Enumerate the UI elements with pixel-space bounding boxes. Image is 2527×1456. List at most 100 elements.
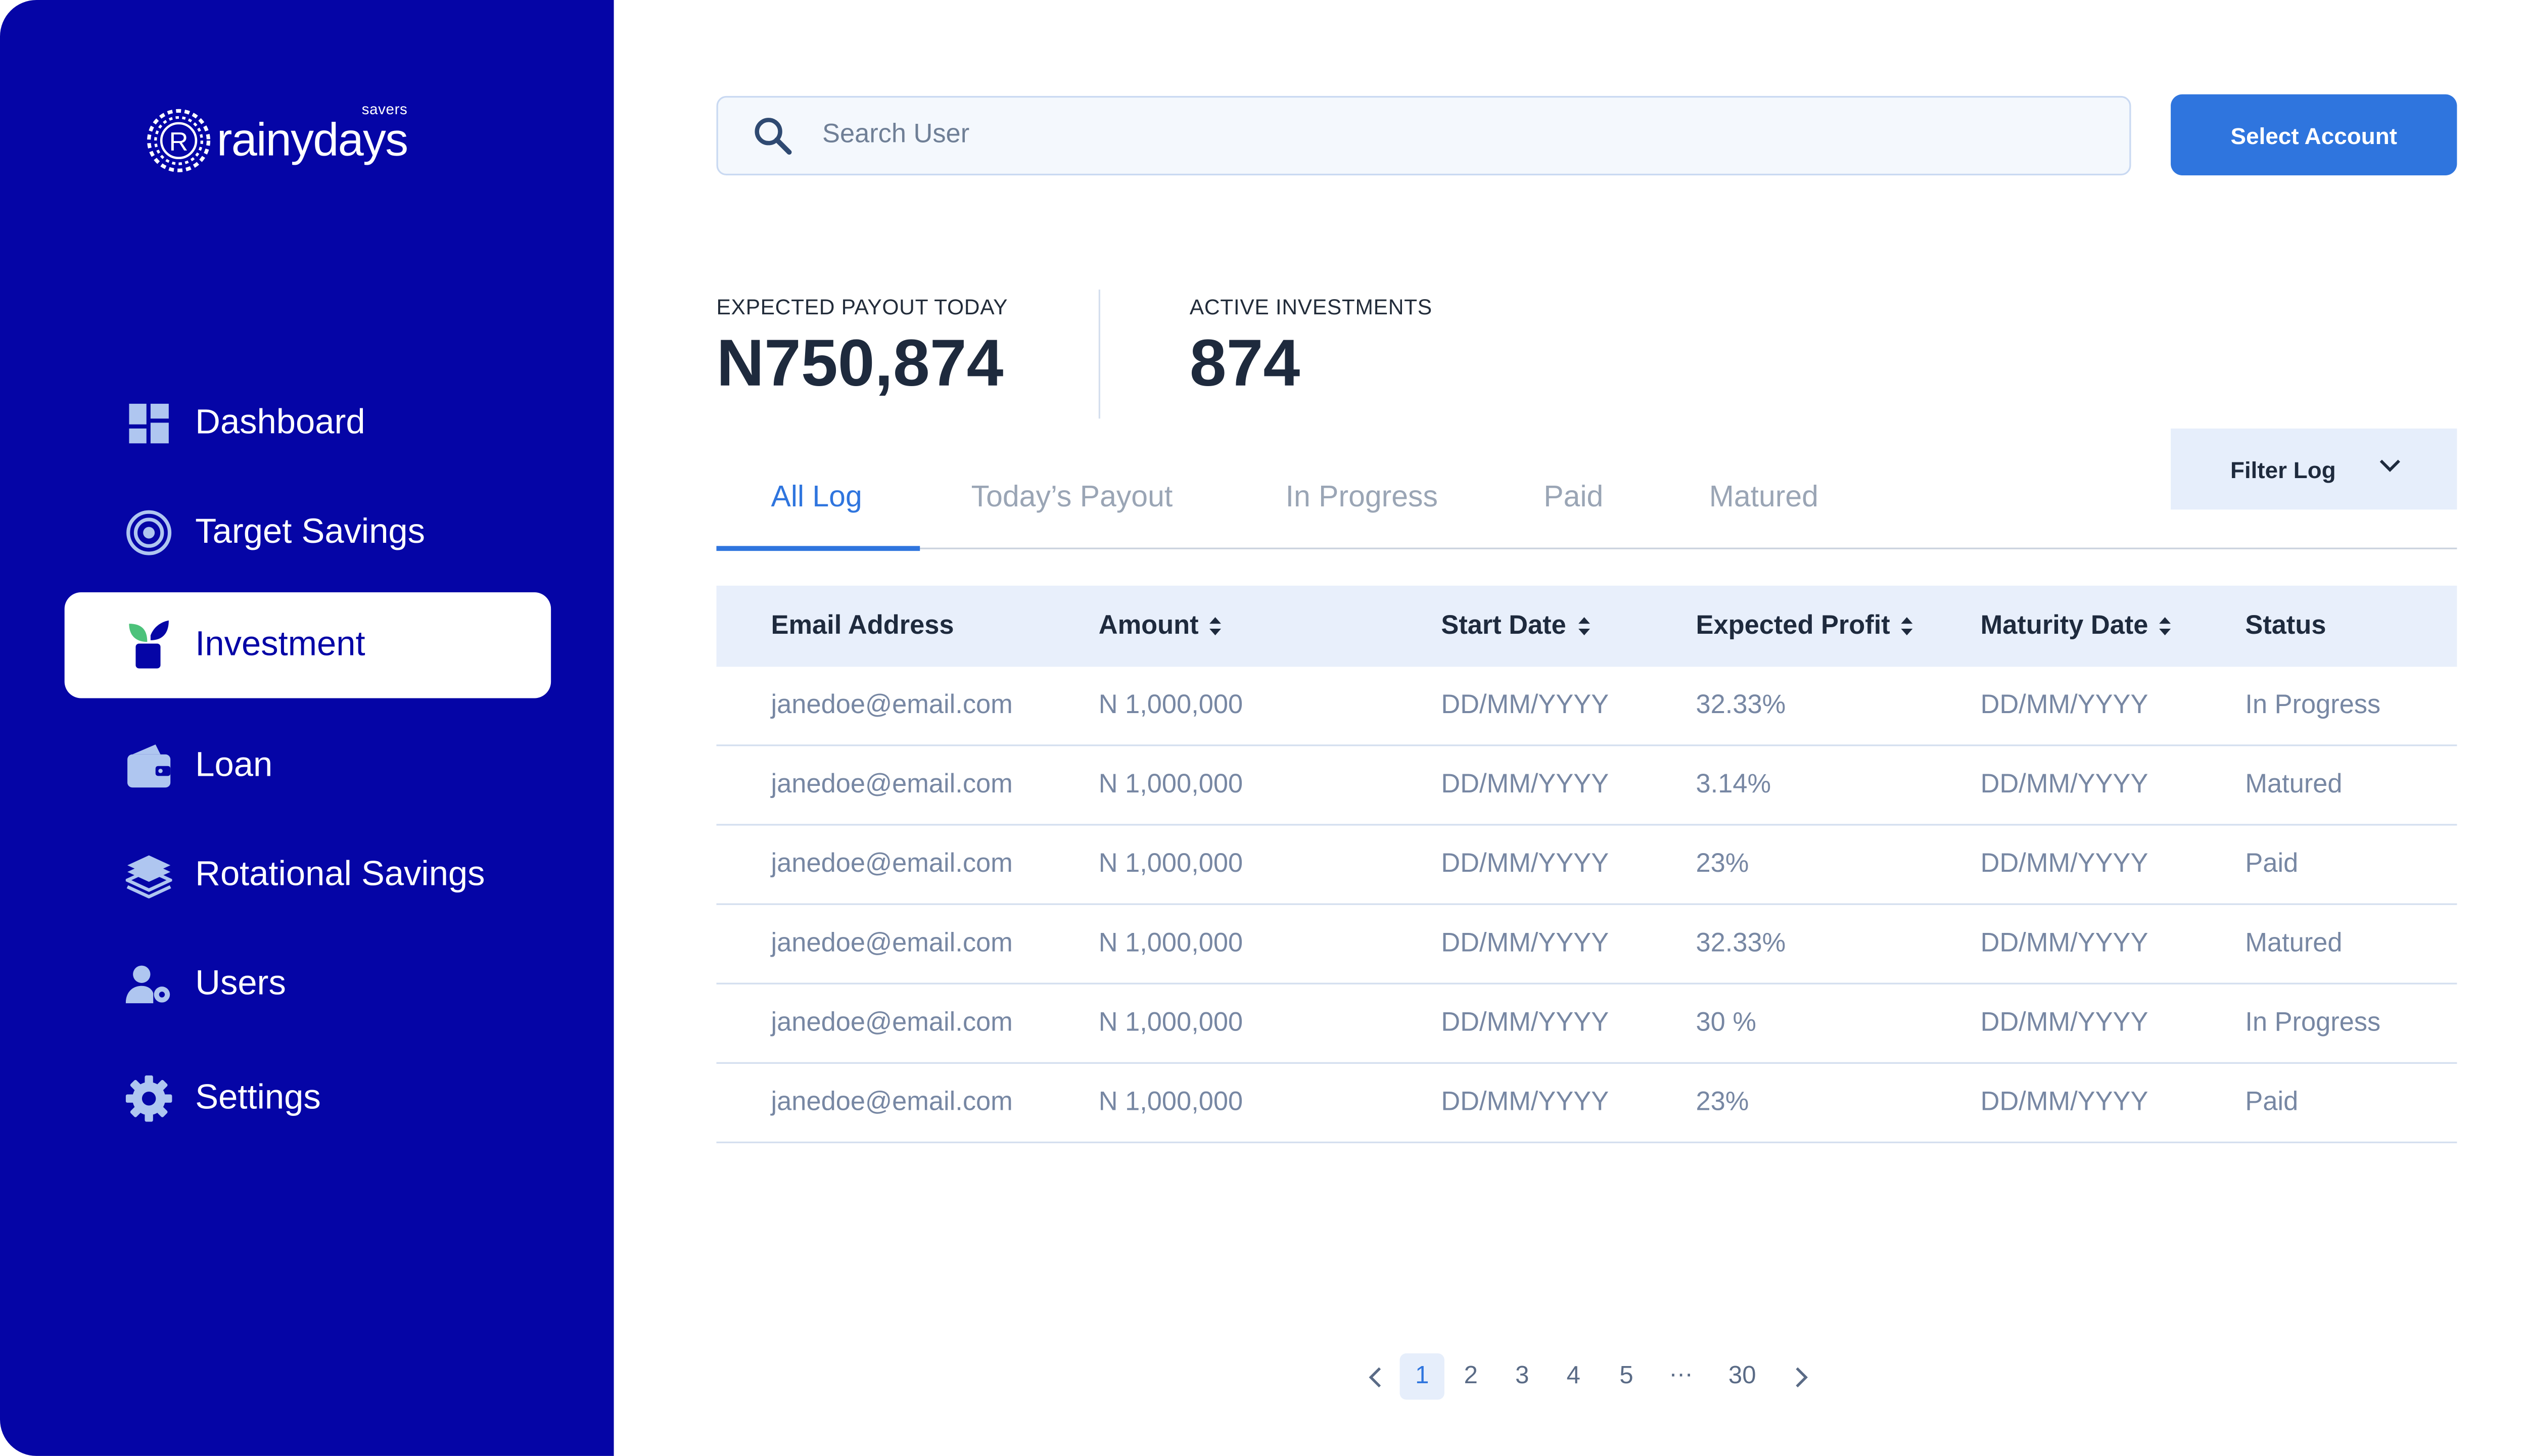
brand-name: rainydays savers <box>216 102 408 166</box>
column-header-status[interactable]: Status <box>2245 586 2326 667</box>
tab-paid[interactable]: Paid <box>1543 480 1604 513</box>
cell-expected-profit: 23% <box>1696 1089 1749 1117</box>
cell-start-date: DD/MM/YYYY <box>1441 771 1609 800</box>
page-button-30[interactable]: 30 <box>1728 1361 1756 1390</box>
cell-start-date: DD/MM/YYYY <box>1441 850 1609 879</box>
select-account-button[interactable]: Select Account <box>2171 94 2457 176</box>
table-row[interactable]: janedoe@email.com N 1,000,000 DD/MM/YYYY… <box>716 746 2457 826</box>
investments-table: Email Address Amount Start Date Expected… <box>716 585 2457 1144</box>
page-button-2[interactable]: 2 <box>1464 1361 1478 1390</box>
column-header-maturity-date[interactable]: Maturity Date <box>1981 586 2172 667</box>
cell-start-date: DD/MM/YYYY <box>1441 1089 1609 1117</box>
cell-email: janedoe@email.com <box>771 850 1013 879</box>
column-header-label: Email Address <box>771 612 954 640</box>
sidebar-item-users[interactable]: Users <box>65 931 551 1038</box>
payout-value: N750,874 <box>716 327 1004 401</box>
table-row[interactable]: janedoe@email.com N 1,000,000 DD/MM/YYYY… <box>716 667 2457 746</box>
tab-todays-payout[interactable]: Today’s Payout <box>971 480 1173 513</box>
column-header-label: Expected Profit <box>1696 612 1890 640</box>
cell-amount: N 1,000,000 <box>1098 929 1243 958</box>
cell-amount: N 1,000,000 <box>1098 691 1243 720</box>
cell-status: In Progress <box>2245 1009 2381 1038</box>
cell-maturity-date: DD/MM/YYYY <box>1980 929 2148 958</box>
column-header-label: Status <box>2245 612 2326 640</box>
stack-icon <box>125 852 172 899</box>
sidebar-item-loan[interactable]: Loan <box>65 713 551 819</box>
active-investments-label: ACTIVE INVESTMENTS <box>1189 294 1432 319</box>
filter-log-dropdown[interactable]: Filter Log <box>2171 428 2457 510</box>
column-header-start-date[interactable]: Start Date <box>1441 586 1589 667</box>
sidebar: R rainydays savers Dashboard Target Savi… <box>0 0 614 1456</box>
search-input[interactable] <box>819 119 1984 153</box>
gear-icon <box>125 1075 172 1122</box>
cell-email: janedoe@email.com <box>771 929 1013 958</box>
table-row[interactable]: janedoe@email.com N 1,000,000 DD/MM/YYYY… <box>716 984 2457 1064</box>
chevron-right-icon <box>1796 1367 1808 1388</box>
cell-email: janedoe@email.com <box>771 691 1013 720</box>
brand-name-text: rainydays <box>216 114 408 166</box>
active-investments-value: 874 <box>1189 327 1300 401</box>
cell-expected-profit: 32.33% <box>1696 691 1786 720</box>
cell-start-date: DD/MM/YYYY <box>1441 1009 1609 1038</box>
target-icon <box>126 509 172 556</box>
brand-logo[interactable]: R rainydays savers <box>144 102 408 175</box>
table-row[interactable]: janedoe@email.com N 1,000,000 DD/MM/YYYY… <box>716 826 2457 905</box>
cell-email: janedoe@email.com <box>771 1089 1013 1117</box>
cell-maturity-date: DD/MM/YYYY <box>1980 691 2148 720</box>
filter-log-label: Filter Log <box>2230 455 2336 483</box>
cell-status: Paid <box>2245 850 2299 879</box>
column-header-expected-profit[interactable]: Expected Profit <box>1696 586 1913 667</box>
search-icon <box>755 118 792 155</box>
cell-maturity-date: DD/MM/YYYY <box>1980 1009 2148 1038</box>
table-row[interactable]: janedoe@email.com N 1,000,000 DD/MM/YYYY… <box>716 905 2457 984</box>
cell-amount: N 1,000,000 <box>1098 1009 1243 1038</box>
log-tabs: All Log Today’s Payout In Progress Paid … <box>716 463 2457 551</box>
cell-amount: N 1,000,000 <box>1098 850 1243 879</box>
plant-icon <box>126 620 172 669</box>
column-header-email[interactable]: Email Address <box>771 586 954 667</box>
sort-icon <box>1901 617 1913 636</box>
sidebar-item-label: Settings <box>195 1078 321 1117</box>
sidebar-item-label: Investment <box>195 625 365 664</box>
next-page-button[interactable] <box>1790 1353 1813 1400</box>
sidebar-item-label: Loan <box>195 746 273 784</box>
search-bar[interactable] <box>716 96 2131 176</box>
cell-expected-profit: 3.14% <box>1696 771 1771 800</box>
cell-maturity-date: DD/MM/YYYY <box>1980 1089 2148 1117</box>
sidebar-item-target-savings[interactable]: Target Savings <box>65 480 551 586</box>
cell-email: janedoe@email.com <box>771 771 1013 800</box>
column-header-amount[interactable]: Amount <box>1099 586 1222 667</box>
chevron-down-icon <box>2379 459 2400 472</box>
sidebar-item-label: Users <box>195 964 286 1003</box>
column-header-label: Start Date <box>1441 612 1566 640</box>
sidebar-item-label: Rotational Savings <box>195 855 485 894</box>
sidebar-item-dashboard[interactable]: Dashboard <box>65 370 551 477</box>
users-gear-icon <box>125 961 172 1008</box>
tab-all-log[interactable]: All Log <box>771 480 862 513</box>
cell-amount: N 1,000,000 <box>1098 771 1243 800</box>
table-row[interactable]: janedoe@email.com N 1,000,000 DD/MM/YYYY… <box>716 1064 2457 1144</box>
tab-matured[interactable]: Matured <box>1709 480 1818 513</box>
cell-status: Matured <box>2245 929 2343 958</box>
logo-mark-icon: R <box>147 109 211 172</box>
page-button-4[interactable]: 4 <box>1566 1361 1580 1390</box>
sidebar-item-rotational-savings[interactable]: Rotational Savings <box>65 822 551 928</box>
sidebar-item-settings[interactable]: Settings <box>65 1046 551 1152</box>
cell-maturity-date: DD/MM/YYYY <box>1980 850 2148 879</box>
cell-status: Matured <box>2245 771 2343 800</box>
tab-in-progress[interactable]: In Progress <box>1285 480 1438 513</box>
sort-icon <box>1577 617 1589 636</box>
grid-icon <box>126 400 172 447</box>
sidebar-item-investment[interactable]: Investment <box>64 592 551 698</box>
page-button-1[interactable]: 1 <box>1399 1353 1444 1400</box>
column-header-label: Maturity Date <box>1980 612 2148 640</box>
table-header: Email Address Amount Start Date Expected… <box>716 585 2457 667</box>
chevron-left-icon <box>1369 1367 1381 1388</box>
page-button-3[interactable]: 3 <box>1515 1361 1529 1390</box>
page-button-5[interactable]: 5 <box>1619 1361 1633 1390</box>
brand-sup-text: savers <box>361 101 408 118</box>
cell-email: janedoe@email.com <box>771 1009 1013 1038</box>
sidebar-item-label: Target Savings <box>195 512 426 551</box>
prev-page-button[interactable] <box>1364 1353 1387 1400</box>
cell-expected-profit: 23% <box>1696 850 1749 879</box>
